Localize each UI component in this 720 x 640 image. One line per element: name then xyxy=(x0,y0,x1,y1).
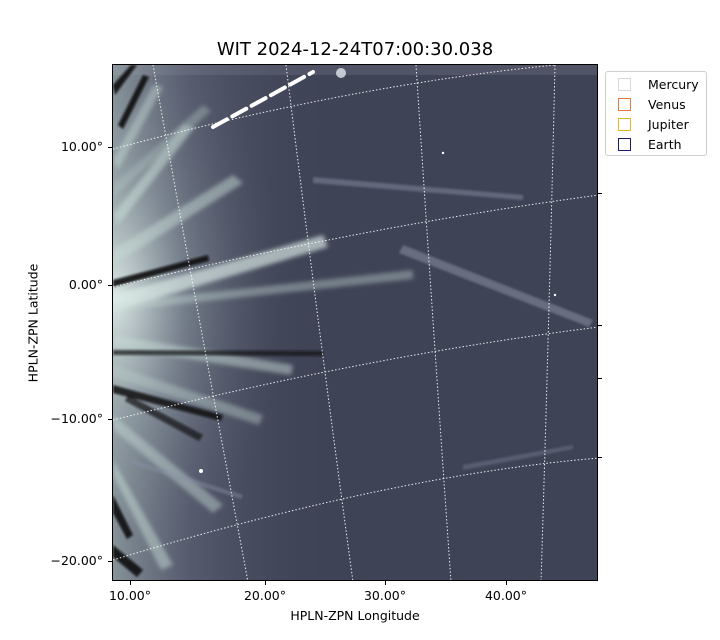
dark-lanes xyxy=(113,65,323,577)
legend-item-jupiter: Jupiter xyxy=(618,116,689,132)
y-tick-label: −10.00° xyxy=(50,411,103,426)
legend-item-earth: Earth xyxy=(618,136,682,152)
y-tickmark xyxy=(108,285,112,286)
y-tick-label: 10.00° xyxy=(60,139,103,154)
comet-trail xyxy=(199,68,557,473)
y-tickmark xyxy=(108,561,112,562)
legend: Mercury Venus Jupiter Earth xyxy=(605,71,707,156)
y-axis-label: HPLN-ZPN Latitude xyxy=(25,263,41,383)
faint-rays xyxy=(131,177,593,499)
y-tick-label: 0.00° xyxy=(68,277,103,292)
y-tickmark xyxy=(108,147,112,148)
x-tickmark xyxy=(130,581,131,585)
x-tick-label: 20.00° xyxy=(243,588,287,603)
legend-label: Jupiter xyxy=(648,116,689,132)
legend-item-mercury: Mercury xyxy=(618,76,699,92)
heliospheric-image xyxy=(112,64,598,581)
legend-label: Mercury xyxy=(648,76,699,92)
legend-swatch xyxy=(618,77,631,91)
legend-item-venus: Venus xyxy=(618,96,686,112)
coronal-streamers xyxy=(113,85,413,570)
x-tickmark xyxy=(265,581,266,585)
right-tickmark xyxy=(598,193,602,194)
x-tickmark xyxy=(385,581,386,585)
x-tick-label: 30.00° xyxy=(363,588,407,603)
x-tick-label: 10.00° xyxy=(108,588,152,603)
coordinate-grid xyxy=(113,65,597,580)
image-canvas xyxy=(113,65,597,580)
x-axis-label: HPLN-ZPN Longitude xyxy=(290,608,420,623)
x-tickmark xyxy=(506,581,507,585)
x-tick-label: 40.00° xyxy=(484,588,528,603)
y-tickmark xyxy=(108,419,112,420)
legend-label: Earth xyxy=(648,136,682,152)
legend-label: Venus xyxy=(648,96,686,112)
right-tickmark xyxy=(598,457,602,458)
legend-swatch xyxy=(618,117,631,131)
plot-title: WIT 2024-12-24T07:00:30.038 xyxy=(216,39,494,60)
right-tickmark xyxy=(598,378,602,379)
right-tickmark xyxy=(598,325,602,326)
legend-swatch xyxy=(618,137,631,151)
legend-swatch xyxy=(618,97,631,111)
y-tick-label: −20.00° xyxy=(50,553,103,568)
